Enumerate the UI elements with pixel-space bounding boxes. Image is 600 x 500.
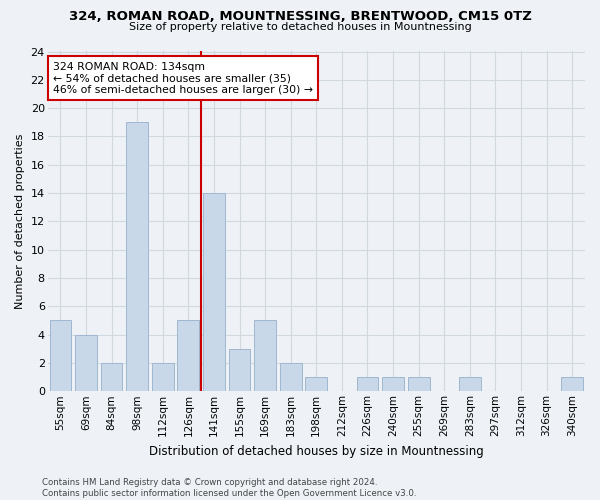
Text: 324 ROMAN ROAD: 134sqm
← 54% of detached houses are smaller (35)
46% of semi-det: 324 ROMAN ROAD: 134sqm ← 54% of detached… [53, 62, 313, 95]
Bar [382, 377, 404, 392]
Bar [101, 363, 122, 392]
Bar [50, 320, 71, 392]
Bar [280, 363, 302, 392]
Bar [459, 377, 481, 392]
Text: Contains HM Land Registry data © Crown copyright and database right 2024.
Contai: Contains HM Land Registry data © Crown c… [42, 478, 416, 498]
Y-axis label: Number of detached properties: Number of detached properties [15, 134, 25, 309]
Bar [203, 193, 225, 392]
Bar [75, 334, 97, 392]
Bar [305, 377, 327, 392]
Bar [356, 377, 379, 392]
Bar [152, 363, 173, 392]
Bar [408, 377, 430, 392]
Bar [562, 377, 583, 392]
X-axis label: Distribution of detached houses by size in Mountnessing: Distribution of detached houses by size … [149, 444, 484, 458]
Bar [178, 320, 199, 392]
Text: 324, ROMAN ROAD, MOUNTNESSING, BRENTWOOD, CM15 0TZ: 324, ROMAN ROAD, MOUNTNESSING, BRENTWOOD… [68, 10, 532, 23]
Bar [229, 349, 250, 392]
Text: Size of property relative to detached houses in Mountnessing: Size of property relative to detached ho… [128, 22, 472, 32]
Bar [126, 122, 148, 392]
Bar [254, 320, 276, 392]
